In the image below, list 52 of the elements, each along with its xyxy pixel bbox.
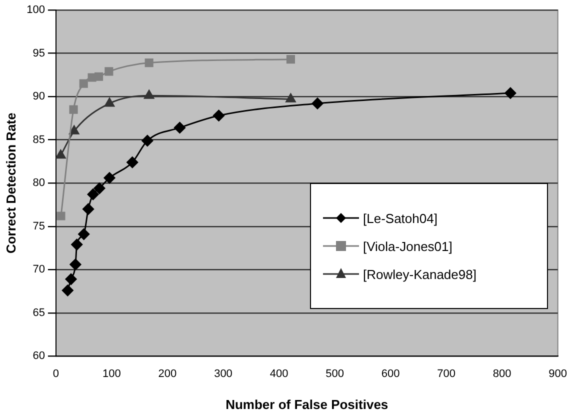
point xyxy=(56,212,66,220)
legend-label: [Le-Satoh04] xyxy=(363,210,438,226)
point xyxy=(286,55,296,64)
point xyxy=(286,93,296,102)
x-tick-label: 100 xyxy=(102,368,121,380)
point xyxy=(174,122,186,134)
x-tick-label: 600 xyxy=(381,368,400,380)
y-axis-title: Correct Detection Rate xyxy=(3,112,18,254)
point xyxy=(56,150,66,159)
x-tick-label: 500 xyxy=(326,368,344,380)
point xyxy=(144,58,154,68)
y-tick-label: 90 xyxy=(32,90,45,103)
point xyxy=(504,87,516,99)
x-tick-label: 400 xyxy=(270,368,288,380)
point xyxy=(126,156,138,168)
legend-label: [Rowley-Kanade98] xyxy=(363,266,476,282)
legend-label: [Viola-Jones01] xyxy=(363,238,452,254)
point xyxy=(312,98,324,110)
point xyxy=(82,203,94,215)
point xyxy=(94,182,106,194)
y-tick-label: 70 xyxy=(32,264,45,276)
y-tick-label: 100 xyxy=(26,4,45,16)
x-tick-label: 700 xyxy=(437,368,456,380)
point xyxy=(88,73,96,82)
point xyxy=(104,67,114,76)
point xyxy=(62,284,74,296)
point xyxy=(104,172,116,184)
x-tick-label: 900 xyxy=(548,368,568,380)
point xyxy=(78,228,90,240)
point xyxy=(69,125,80,134)
point xyxy=(104,98,115,107)
point xyxy=(144,90,154,99)
point xyxy=(79,79,88,88)
y-tick-label: 85 xyxy=(32,134,45,146)
point xyxy=(213,110,225,122)
y-tick-label: 75 xyxy=(32,220,45,232)
x-tick-label: 200 xyxy=(158,368,177,380)
y-tick-label: 60 xyxy=(32,350,45,362)
x-axis-title: Number of False Positives xyxy=(226,396,388,412)
point xyxy=(94,72,104,81)
y-tick-label: 95 xyxy=(32,47,45,60)
point xyxy=(142,134,154,146)
x-tick-label: 800 xyxy=(492,368,512,380)
x-tick-label: 0 xyxy=(52,368,60,380)
point xyxy=(71,238,83,250)
y-tick-label: 80 xyxy=(32,177,45,190)
point xyxy=(65,273,77,285)
point xyxy=(87,188,99,200)
y-tick-label: 65 xyxy=(32,306,45,319)
point xyxy=(70,258,82,270)
x-tick-label: 300 xyxy=(214,368,232,380)
point xyxy=(69,105,78,114)
